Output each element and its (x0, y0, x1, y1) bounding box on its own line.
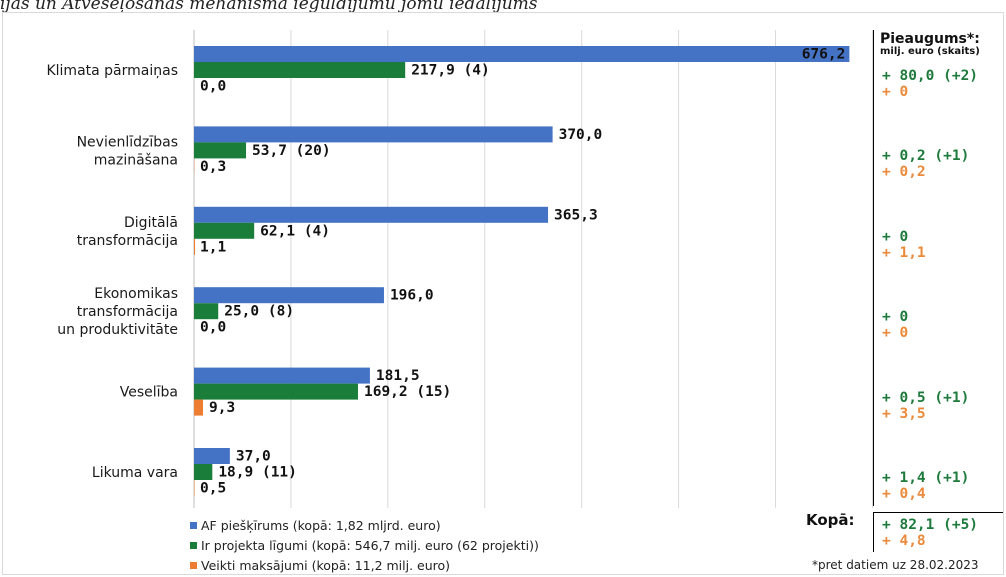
increase-green-value: + 0 (882, 309, 909, 326)
category-label: Ekonomikas transformācija un produktivitāt… (57, 286, 178, 338)
bar-allocation (194, 46, 850, 62)
increase-green-value: + 0,5 (+1) (882, 389, 970, 406)
increase-orange-value: + 0 (882, 325, 909, 342)
bar-contracts (194, 142, 247, 159)
value-label-payments: 0,3 (200, 159, 226, 175)
category-labels: Klimata pārmaiņas Nevienlīdzības mazināšan… (46, 63, 178, 481)
increase-orange-value: + 0 (882, 84, 909, 100)
legend-label-allocation: AF piešķīrums (kopā: 1,82 mljrd. euro) (201, 517, 441, 533)
value-label-contracts: 217,9 (4) (411, 63, 490, 79)
legend-label-payments: Veikti maksājumi (kopā: 11,2 milj. euro) (201, 557, 451, 573)
legend-swatch-payments (190, 561, 197, 569)
increase-panel-divider (873, 30, 874, 506)
value-label-contracts: 25,0 (8) (224, 304, 294, 320)
category-label: Veselība (120, 385, 178, 401)
value-label-contracts: 62,1 (4) (260, 223, 330, 239)
value-label-contracts: 53,7 (20) (252, 143, 331, 159)
category-label: Likuma vara (92, 465, 178, 481)
grid-lines (193, 30, 873, 508)
legend-item-payments: Veikti maksājumi (kopā: 11,2 milj. euro) (190, 555, 539, 575)
bar-contracts (194, 303, 219, 320)
value-label-contracts: 169,2 (15) (364, 384, 451, 400)
value-label-allocation: 365,3 (554, 207, 598, 223)
bar-allocation (194, 126, 553, 143)
increase-green-value: + 0,2 (+1) (882, 148, 970, 165)
value-label-contracts: 18,9 (11) (218, 465, 297, 481)
increase-panel-header: Pieaugums*: milj. euro (skaits) (880, 32, 1004, 57)
value-label-payments: 0,0 (200, 79, 226, 95)
top-caption: ijas un Atveseļošanās mehānisma ieguldīj… (0, 0, 538, 14)
chart-frame (2, 12, 1004, 575)
bar-contracts (194, 222, 255, 239)
bar-contracts (194, 383, 358, 400)
legend-item-allocation: AF piešķīrums (kopā: 1,82 mljrd. euro) (190, 515, 539, 535)
bar-allocation (194, 206, 549, 223)
footnote: *pret datiem uz 28.02.2023 (812, 558, 979, 572)
bar-payments (194, 399, 204, 416)
bar-allocation (194, 287, 384, 304)
bar-contracts (194, 464, 213, 480)
bar-allocation (194, 448, 230, 464)
increase-green-value: + 80,0 (+2) (882, 68, 979, 84)
increase-orange-value: + 1,1 (882, 244, 926, 261)
total-label: Kopā: (806, 511, 855, 529)
increase-panel-subtitle: milj. euro (skaits) (880, 45, 980, 57)
legend-swatch-allocation (190, 521, 197, 529)
value-label-allocation: 196,0 (390, 288, 434, 304)
category-label: Klimata pārmaiņas (46, 63, 178, 79)
increase-panel-title: Pieaugums*: (880, 31, 980, 47)
legend-label-contracts: Ir projekta līgumi (kopā: 546,7 milj. eu… (201, 537, 539, 553)
increase-orange-value: + 0,4 (882, 486, 926, 502)
value-label-payments: 9,3 (209, 400, 235, 416)
value-label-allocation: 37,0 (236, 449, 271, 465)
value-labels: 676,2 217,9 (4) 0,0 370,0 53,7 (20) 0,3 365,3 6… (200, 47, 845, 497)
total-divider (873, 512, 1003, 513)
increase-orange-value: + 0,2 (882, 164, 926, 181)
value-label-payments: 1,1 (200, 239, 226, 255)
value-label-allocation: 676,2 (802, 47, 846, 63)
bars (194, 46, 850, 496)
value-label-allocation: 181,5 (376, 368, 420, 384)
total-divider-vertical (873, 512, 874, 552)
value-label-payments: 0,5 (200, 481, 226, 497)
category-label: Digitālā transformācija (77, 215, 178, 249)
legend-item-contracts: Ir projekta līgumi (kopā: 546,7 milj. eu… (190, 535, 539, 555)
increase-green-value: + 1,4 (+1) (882, 470, 970, 486)
category-label: Nevienlīdzības mazināšana (77, 134, 178, 168)
legend: AF piešķīrums (kopā: 1,82 mljrd. euro) I… (190, 515, 539, 575)
bar-allocation (194, 367, 370, 384)
increase-green-value: + 0 (882, 228, 909, 245)
total-orange-value: + 4,8 (882, 533, 926, 549)
total-green-value: + 82,1 (+5) (882, 517, 979, 533)
increase-orange-value: + 3,5 (882, 405, 926, 422)
value-label-allocation: 370,0 (559, 127, 603, 143)
legend-swatch-contracts (190, 541, 197, 549)
value-label-payments: 0,0 (200, 320, 226, 336)
bar-payments (194, 238, 196, 255)
bar-contracts (194, 62, 406, 78)
